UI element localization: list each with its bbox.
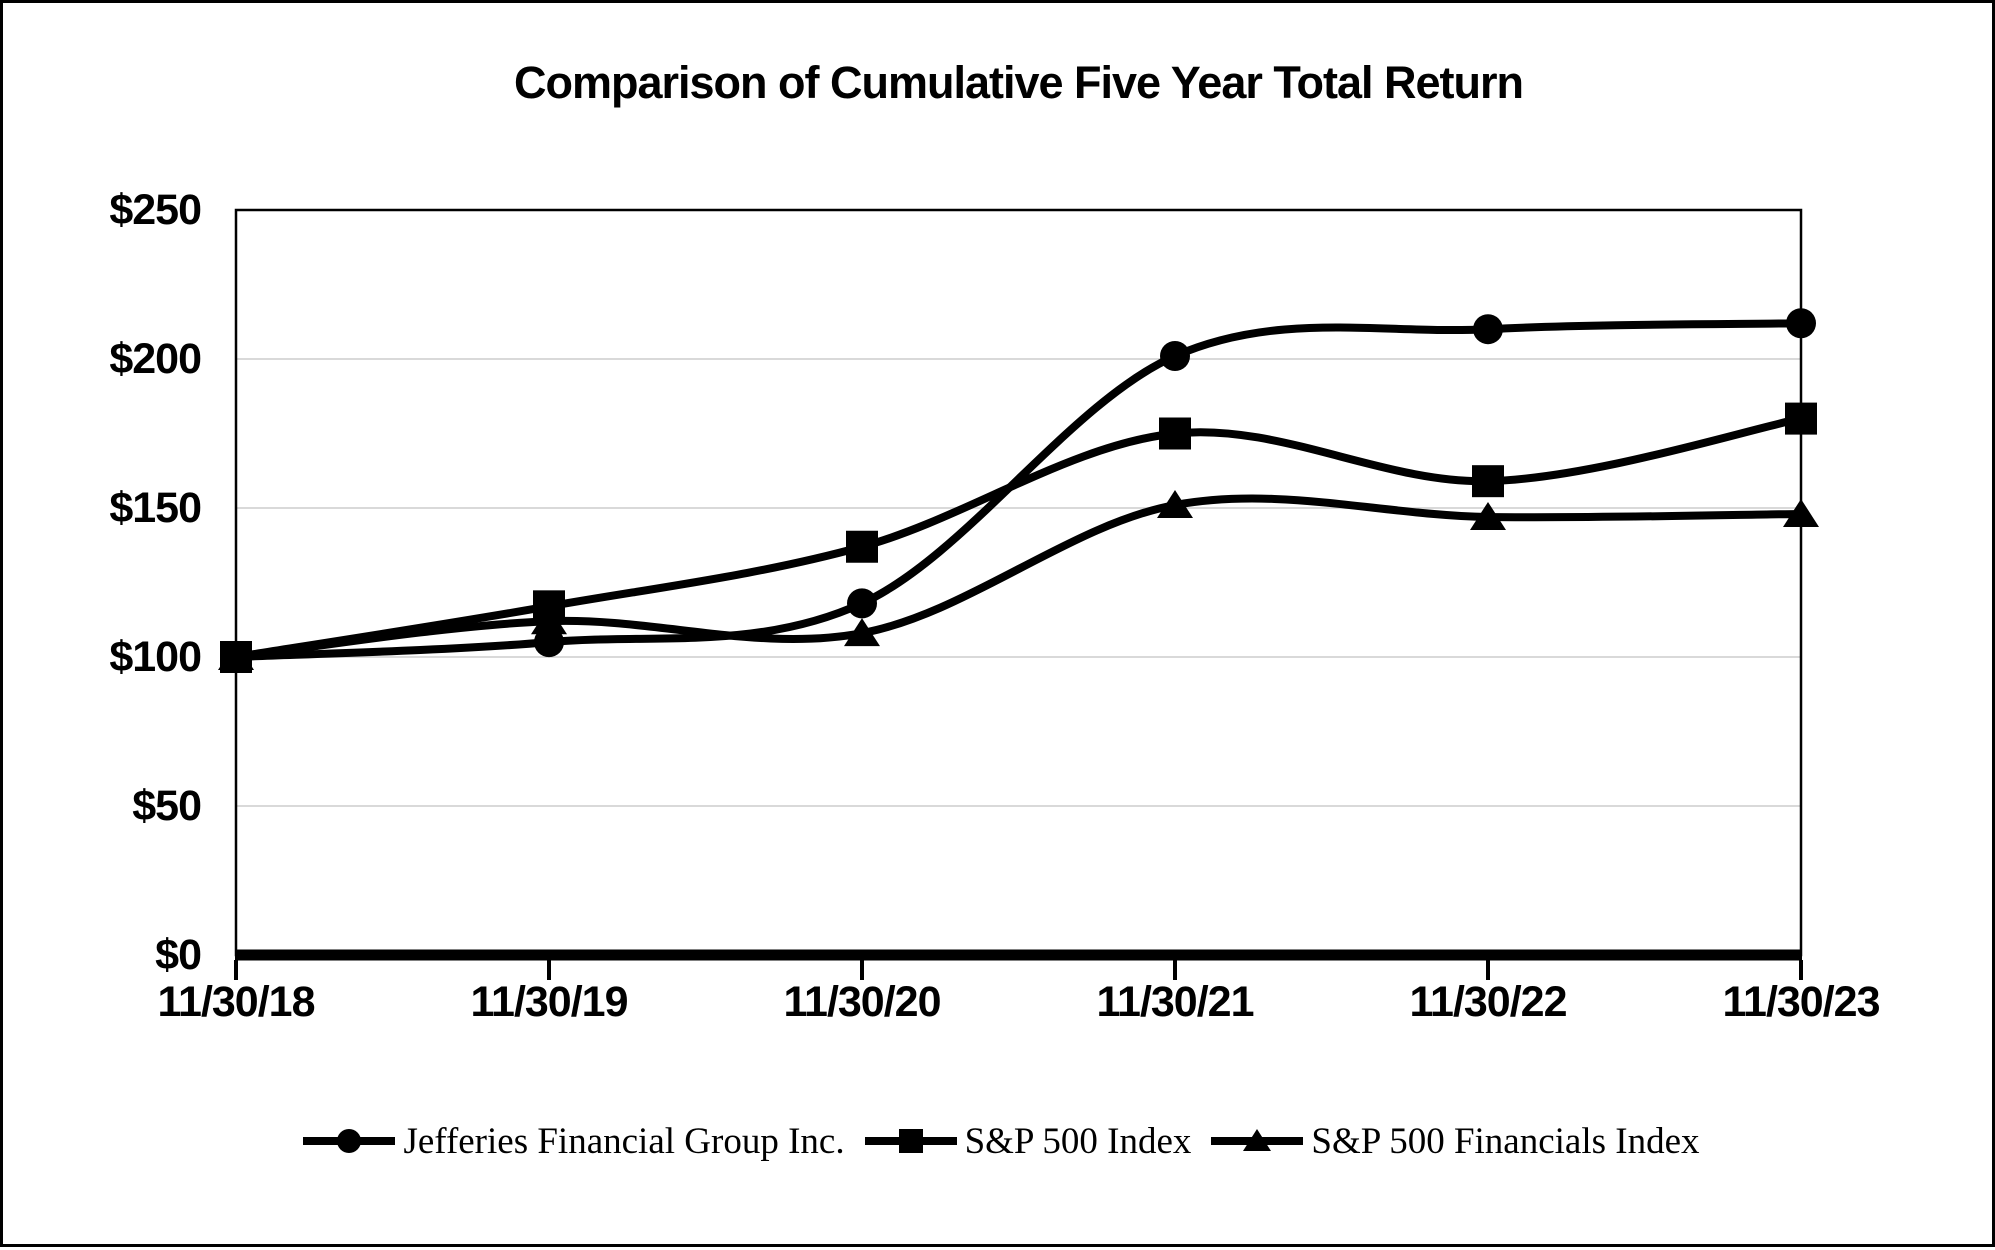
legend-item: S&P 500 Financials Index	[1209, 1119, 1700, 1163]
data-point-marker-square	[1159, 417, 1191, 450]
x-axis-tick-label: 11/30/22	[1409, 978, 1566, 1026]
circle-legend-marker-icon	[303, 1129, 396, 1153]
y-axis-tick-label: $0	[155, 931, 201, 979]
legend-item: Jefferies Financial Group Inc.	[301, 1119, 845, 1163]
series-line-square	[235, 414, 1802, 661]
data-point-marker-square	[846, 530, 878, 563]
legend: Jefferies Financial Group Inc. S&P 500 In…	[3, 1111, 1995, 1171]
x-axis-tick-label: 11/30/19	[470, 978, 627, 1026]
data-point-marker-square	[1785, 402, 1817, 435]
data-point-marker-triangle	[1157, 490, 1193, 519]
legend-label: S&P 500 Index	[964, 1120, 1192, 1162]
data-point-marker-circle	[1473, 314, 1503, 345]
series-line-triangle	[235, 494, 1802, 661]
x-axis-tick-label: 11/30/21	[1096, 978, 1253, 1026]
y-axis-tick-label: $50	[132, 782, 201, 830]
legend-label: Jefferies Financial Group Inc.	[403, 1120, 845, 1162]
x-axis-tick-label: 11/30/20	[783, 978, 940, 1026]
data-point-marker-circle	[534, 627, 564, 658]
x-axis-tick-label: 11/30/23	[1722, 978, 1879, 1026]
data-point-marker-triangle	[1470, 501, 1506, 530]
y-axis-tick-label: $100	[109, 633, 201, 681]
data-point-marker-circle	[1786, 308, 1816, 339]
data-point-marker-triangle	[844, 618, 880, 647]
y-axis-tick-label: $250	[109, 186, 201, 234]
y-axis-tick-label: $150	[109, 484, 201, 532]
triangle-legend-marker-icon	[1211, 1129, 1304, 1151]
series-line-circle	[235, 319, 1802, 661]
square-legend-marker-icon	[864, 1129, 957, 1153]
data-point-marker-circle	[1160, 341, 1190, 372]
chart-title: Comparison of Cumulative Five Year Total…	[513, 57, 1524, 108]
legend-item: S&P 500 Index	[863, 1119, 1192, 1163]
legend-label: S&P 500 Financials Index	[1311, 1120, 1700, 1162]
y-axis-tick-label: $200	[109, 335, 201, 383]
x-axis-tick-label: 11/30/18	[157, 978, 314, 1026]
data-point-marker-circle	[847, 588, 877, 619]
plot-frame	[234, 208, 1803, 957]
plot-area: $0 $50 $100 $150 $200 $250 11/30/18 11/30/19 11/…	[109, 186, 1880, 1026]
data-point-marker-triangle	[1783, 498, 1819, 527]
data-point-marker-square	[533, 590, 565, 623]
data-point-marker-square	[220, 641, 252, 673]
data-point-marker-square	[1472, 465, 1504, 498]
